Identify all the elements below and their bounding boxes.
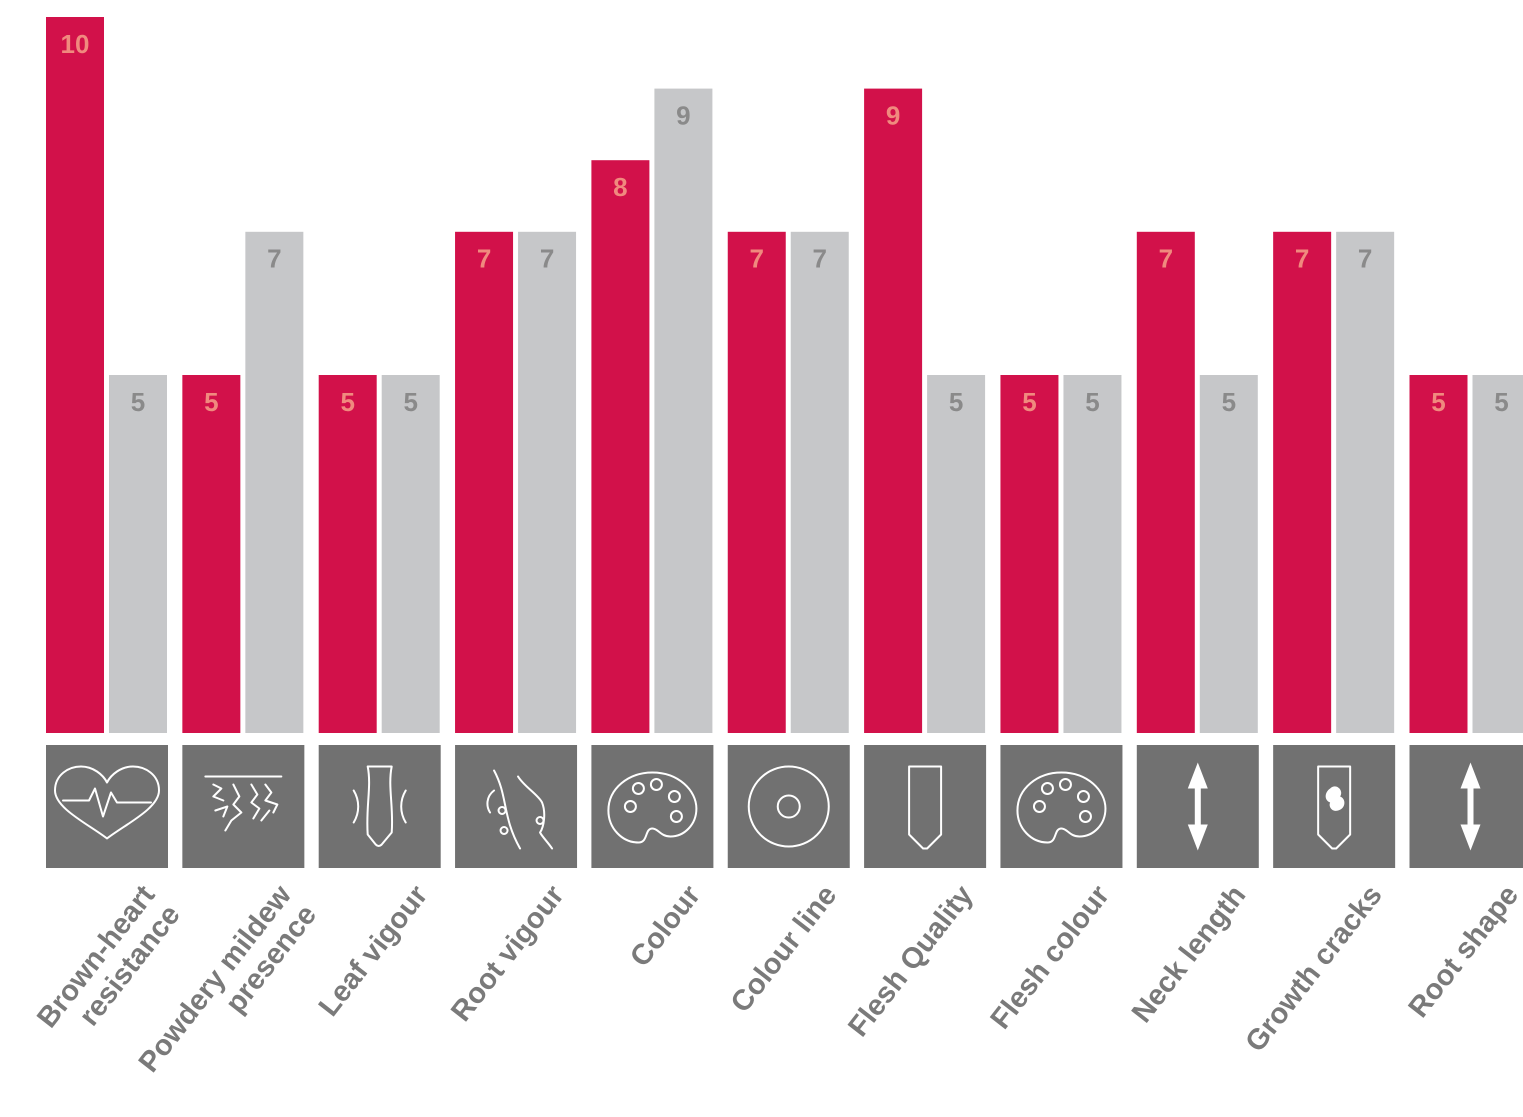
data-label: 5 <box>131 387 145 417</box>
icon-tile <box>182 745 305 868</box>
data-label: 5 <box>949 387 963 417</box>
data-label: 5 <box>1022 387 1036 417</box>
data-label: 5 <box>204 387 218 417</box>
bar <box>46 17 104 733</box>
bar <box>455 231 514 734</box>
bar <box>318 375 377 733</box>
bar <box>1000 375 1059 733</box>
bar <box>518 231 577 734</box>
bar <box>1472 375 1523 733</box>
data-label: 5 <box>403 387 417 417</box>
data-label: 5 <box>1431 387 1445 417</box>
x-tick-label: Growth cracks <box>1239 880 1388 1058</box>
bar <box>381 375 440 733</box>
x-tick-label: Root vigour <box>445 880 570 1028</box>
icon-tiles <box>46 745 1523 868</box>
icon-tile <box>455 745 578 868</box>
bar <box>1409 375 1468 733</box>
bar <box>109 375 167 733</box>
bar <box>182 375 241 733</box>
data-label: 8 <box>613 172 627 202</box>
bar <box>864 88 923 734</box>
data-label: 9 <box>676 100 690 130</box>
bar <box>790 231 849 734</box>
data-label: 5 <box>340 387 354 417</box>
bar <box>1336 231 1395 734</box>
icon-tile <box>1409 745 1523 868</box>
heart-pulse-icon <box>54 765 160 840</box>
up-down-arrow-icon <box>1460 762 1481 851</box>
leaf-vigour-icon <box>352 765 407 847</box>
bar <box>1199 375 1258 733</box>
data-labels: 10 5 5 7 5 5 7 7 8 9 7 7 9 5 5 5 7 5 7 7 5 5 <box>61 29 1509 417</box>
data-label: 7 <box>750 244 764 274</box>
data-label: 7 <box>1159 244 1173 274</box>
x-tick-label: Colour <box>624 880 707 973</box>
bar <box>591 160 650 733</box>
data-label: 7 <box>1295 244 1309 274</box>
up-down-arrow-icon <box>1187 762 1208 851</box>
data-label: 7 <box>813 244 827 274</box>
bar <box>654 88 713 734</box>
x-tick-label: Flesh colour <box>985 880 1116 1036</box>
cross-section-ring-icon <box>747 765 830 848</box>
bar <box>927 375 986 733</box>
icon-tile <box>318 745 441 868</box>
bar <box>727 231 786 734</box>
bar <box>1063 375 1122 733</box>
data-label: 9 <box>886 100 900 130</box>
x-tick-label: Colour line <box>725 880 843 1019</box>
bar <box>245 231 304 734</box>
x-tick-label: Flesh Quality <box>842 880 979 1043</box>
data-label: 5 <box>1494 387 1508 417</box>
x-tick-label: Leaf vigour <box>313 880 434 1023</box>
x-tick-label: Root shape <box>1403 880 1523 1024</box>
data-label: 7 <box>267 244 281 274</box>
palette-icon <box>607 771 698 844</box>
icon-tile <box>727 745 850 868</box>
palette-icon <box>1016 771 1107 844</box>
icon-tile <box>1000 745 1123 868</box>
cracked-root-icon <box>1317 765 1352 850</box>
bar <box>1136 231 1195 734</box>
data-label: 7 <box>540 244 554 274</box>
x-tick-label: Neck length <box>1126 880 1252 1029</box>
root-outline-icon <box>908 765 943 850</box>
bar <box>1273 231 1332 734</box>
soil-cracks-icon <box>204 775 283 832</box>
icon-tile <box>864 745 987 868</box>
data-label: 7 <box>1358 244 1372 274</box>
data-label: 7 <box>477 244 491 274</box>
bars <box>46 17 1523 734</box>
root-hairs-icon <box>486 769 554 850</box>
data-label: 5 <box>1085 387 1099 417</box>
data-label: 5 <box>1222 387 1236 417</box>
icon-tile <box>591 745 714 868</box>
data-label: 10 <box>61 29 90 59</box>
